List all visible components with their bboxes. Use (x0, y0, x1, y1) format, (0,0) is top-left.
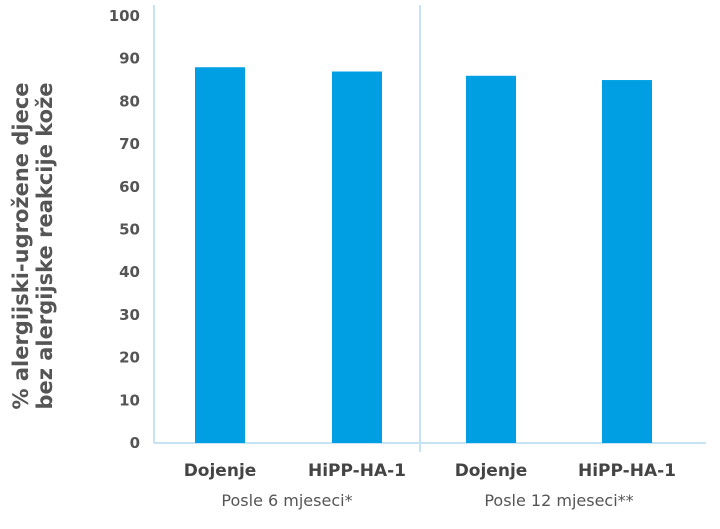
bars (195, 67, 652, 444)
y-tick-label: 70 (119, 135, 140, 153)
category-label: HiPP-HA-1 (578, 461, 676, 481)
category-labels: Dojenje HiPP-HA-1 Dojenje HiPP-HA-1 (184, 461, 676, 481)
y-tick-label: 90 (119, 50, 140, 68)
group-labels: Posle 6 mjeseci* Posle 12 mjeseci** (221, 491, 633, 510)
y-axis-title-line-1: % alergijski-ugrožene djece (9, 82, 33, 409)
category-label: HiPP-HA-1 (308, 461, 406, 481)
y-tick-label: 60 (119, 178, 140, 196)
group-label: Posle 6 mjeseci* (221, 491, 352, 510)
bar (466, 75, 516, 443)
bar (332, 71, 382, 443)
category-label: Dojenje (184, 461, 257, 481)
y-tick-labels: 0 10 20 30 40 50 60 70 80 90 100 (109, 7, 140, 452)
y-tick-label: 40 (119, 263, 140, 281)
y-tick-label: 80 (119, 92, 140, 110)
category-label: Dojenje (455, 461, 528, 481)
y-tick-label: 50 (119, 221, 140, 239)
bar (195, 67, 245, 444)
y-tick-label: 100 (109, 7, 140, 25)
y-tick-label: 10 (119, 391, 140, 409)
y-tick-label: 0 (130, 434, 140, 452)
bar (602, 80, 652, 444)
y-axis-title-line-2: bez alergijske reakcije kože (33, 82, 57, 409)
y-tick-label: 30 (119, 306, 140, 324)
group-label: Posle 12 mjeseci** (484, 491, 633, 510)
y-tick-label: 20 (119, 349, 140, 367)
